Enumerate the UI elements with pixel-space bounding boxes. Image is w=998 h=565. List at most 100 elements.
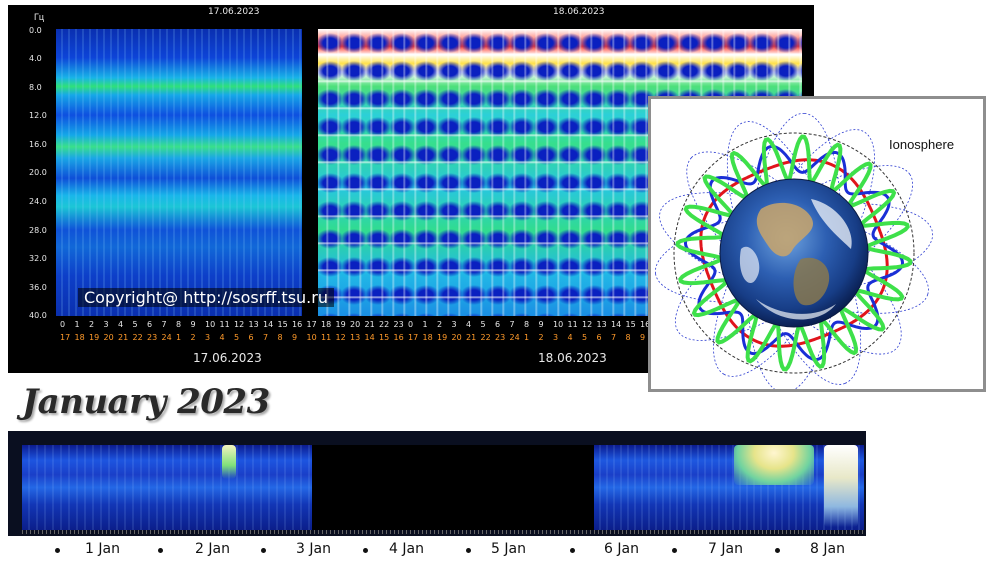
x-hour-label: 7 [263, 333, 269, 342]
x-hour-label: 11 [321, 333, 332, 342]
dotted-loop [654, 202, 934, 304]
x-hour-label: 10 [205, 320, 216, 329]
x-hour-label: 22 [480, 333, 491, 342]
x-hour-label: 5 [480, 320, 486, 329]
x-hour-label: 0 [60, 320, 66, 329]
spectrogram-plot-left [56, 29, 302, 316]
x-hour-label: 4 [118, 320, 124, 329]
x-hour-label: 9 [640, 333, 646, 342]
y-tick: 36.0 [29, 283, 47, 292]
x-hour-label: 13 [350, 333, 361, 342]
x-hour-label: 2 [89, 320, 95, 329]
day-separator [261, 548, 266, 553]
x-hour-label: 10 [553, 320, 564, 329]
x-hour-label: 6 [495, 320, 501, 329]
day-separator [363, 548, 368, 553]
x-hour-label: 19 [335, 320, 346, 329]
x-hour-label: 12 [234, 320, 245, 329]
dotted-loop [746, 112, 842, 389]
day-label: 7 Jan [708, 541, 743, 557]
day-label: 4 Jan [389, 541, 424, 557]
x-hour-label: 6 [596, 333, 602, 342]
x-hour-label: 18 [74, 333, 85, 342]
x-hour-label: 14 [364, 333, 375, 342]
day-separator [672, 548, 677, 553]
burst [824, 445, 858, 527]
x-hour-label: 12 [335, 333, 346, 342]
x-hour-label: 18 [321, 320, 332, 329]
x-hour-label: 22 [132, 333, 143, 342]
x-hour-label: 24 [509, 333, 520, 342]
dotted-loop [726, 121, 862, 385]
earth-globe [719, 178, 869, 328]
x-hour-label: 24 [161, 333, 172, 342]
x-hour-label: 3 [553, 333, 559, 342]
x-hour-label: 18 [422, 333, 433, 342]
dotted-loop [674, 165, 914, 341]
x-hour-label: 6 [147, 320, 153, 329]
x-hour-label: 8 [524, 320, 530, 329]
y-tick: 24.0 [29, 197, 47, 206]
header-date-2: 18.06.2023 [553, 7, 605, 17]
x-hour-label: 1 [524, 333, 530, 342]
x-hour-label: 15 [277, 320, 288, 329]
y-tick: 4.0 [29, 54, 42, 63]
x-hour-label: 9 [190, 320, 196, 329]
x-hour-label: 16 [393, 333, 404, 342]
x-hour-label: 1 [176, 333, 182, 342]
ionosphere-boundary [673, 132, 915, 374]
day-label: 8 Jan [810, 541, 845, 557]
ionosphere-svg [654, 112, 934, 389]
y-tick: 40.0 [29, 311, 47, 320]
x-hour-label: 6 [248, 333, 254, 342]
x-hour-label: 7 [161, 320, 167, 329]
x-hour-label: 19 [437, 333, 448, 342]
burst [734, 445, 814, 485]
x-hour-label: 2 [437, 320, 443, 329]
ionosphere-diagram: Ionosphere [648, 96, 986, 392]
y-tick: 16.0 [29, 140, 47, 149]
strip-segment-2 [594, 445, 864, 530]
day-separator [55, 548, 60, 553]
dotted-field-loops [654, 112, 934, 389]
green-wave [675, 134, 913, 372]
x-hour-label: 0 [408, 320, 414, 329]
x-hour-label: 15 [379, 333, 390, 342]
x-hour-label: 23 [147, 333, 158, 342]
january-title: January 2023 [22, 382, 270, 422]
day-label: 2 Jan [195, 541, 230, 557]
x-hour-label: 1 [422, 320, 428, 329]
day-label: 1 Jan [85, 541, 120, 557]
y-tick: 28.0 [29, 226, 47, 235]
x-hour-label: 17 [60, 333, 71, 342]
x-hour-label: 14 [611, 320, 622, 329]
bottom-date-1: 17.06.2023 [193, 351, 262, 365]
x-hour-label: 5 [582, 333, 588, 342]
y-tick: 8.0 [29, 83, 42, 92]
x-hour-label: 16 [292, 320, 303, 329]
x-hour-label: 17 [306, 320, 317, 329]
x-hour-label: 11 [567, 320, 578, 329]
x-hour-label: 2 [538, 333, 544, 342]
x-hour-label: 23 [495, 333, 506, 342]
header-date-1: 17.06.2023 [208, 7, 260, 17]
dotted-loop [713, 129, 875, 377]
x-hour-label: 23 [393, 320, 404, 329]
x-hour-label: 5 [234, 333, 240, 342]
day-label: 3 Jan [296, 541, 331, 557]
x-hour-label: 20 [451, 333, 462, 342]
strip-segment-gap [312, 445, 594, 530]
strip-segment-1 [22, 445, 312, 530]
x-hour-label: 17 [408, 333, 419, 342]
x-hour-label: 11 [219, 320, 230, 329]
x-hour-label: 3 [103, 320, 109, 329]
x-hour-label: 8 [625, 333, 631, 342]
dotted-loop [659, 192, 929, 314]
x-hour-label: 19 [89, 333, 100, 342]
y-tick: 32.0 [29, 254, 47, 263]
x-hour-label: 8 [277, 333, 283, 342]
x-hour-label: 2 [190, 333, 196, 342]
x-hour-label: 3 [205, 333, 211, 342]
x-hour-label: 20 [103, 333, 114, 342]
x-hour-label: 8 [176, 320, 182, 329]
